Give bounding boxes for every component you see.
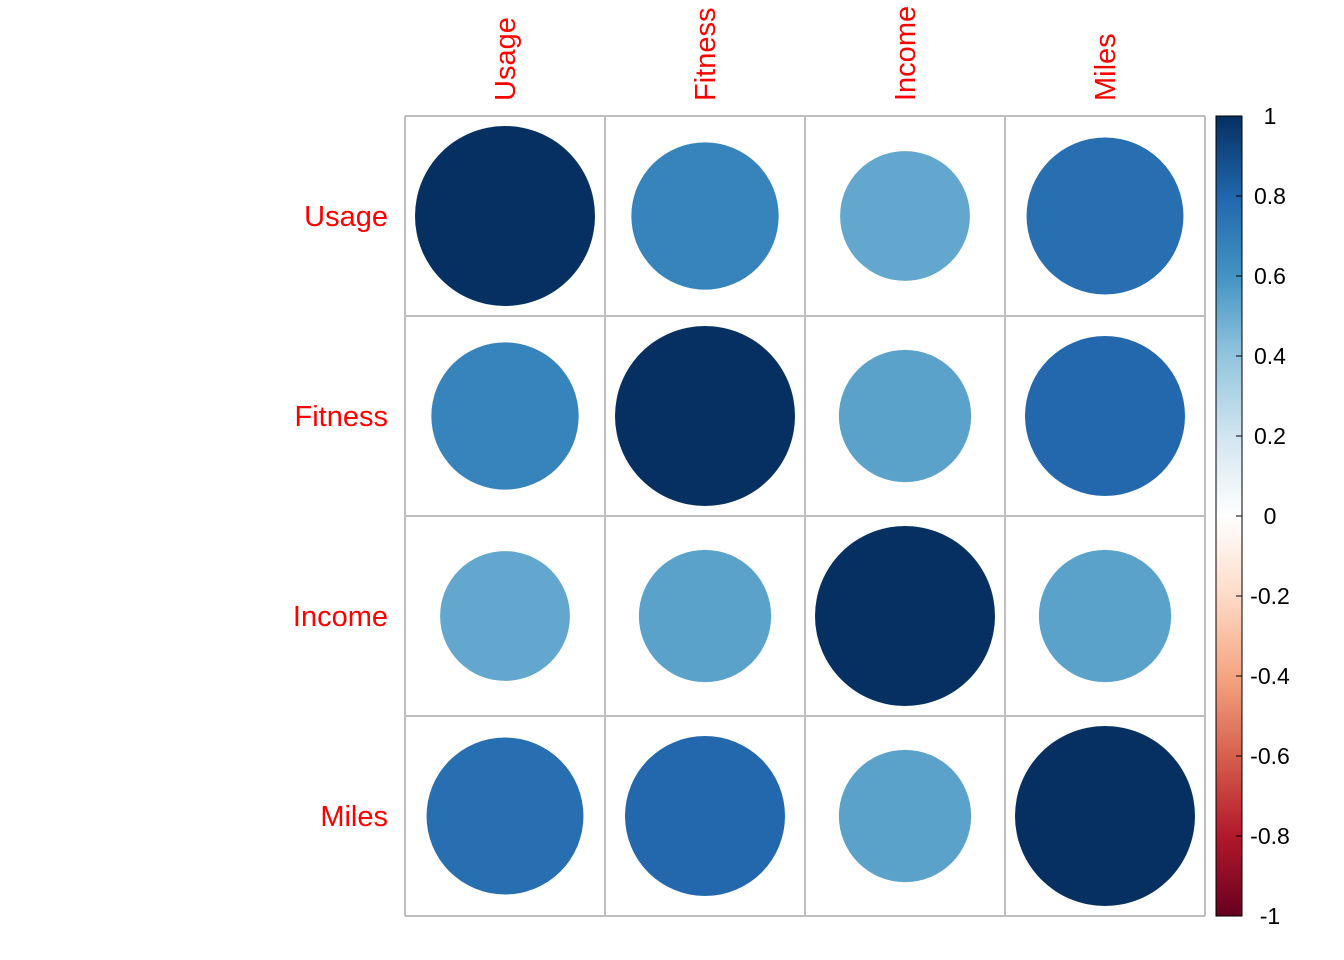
colorbar-tick-label: -1: [1260, 903, 1280, 929]
colorbar-tick-label: 0.2: [1254, 423, 1286, 449]
colorbar-tick-label: -0.2: [1250, 583, 1290, 609]
colorbar-tick-label: 0.8: [1254, 183, 1286, 209]
corr-circle-usage-income: [840, 151, 970, 281]
row-label-income: Income: [293, 601, 388, 633]
corr-circle-fitness-income: [838, 349, 972, 483]
row-label-miles: Miles: [320, 801, 388, 833]
plot-area: [415, 126, 1195, 906]
corr-circle-miles-income: [838, 749, 972, 883]
column-label-fitness: Fitness: [690, 8, 722, 101]
column-label-income: Income: [890, 6, 922, 101]
column-label-miles: Miles: [1090, 33, 1122, 101]
corr-circle-income-income: [815, 526, 995, 706]
colorbar-tick-label: 0.6: [1254, 263, 1286, 289]
color-legend: 1 0.8 0.6 0.4 0.2 0 -0.2 -0.4 -0.6 -0.8 -1: [1215, 103, 1290, 929]
row-label-usage: Usage: [304, 201, 388, 233]
column-labels: Usage Fitness Income Miles: [490, 6, 1122, 101]
corr-circle-fitness-usage: [431, 342, 579, 490]
corr-circle-fitness-miles: [1025, 336, 1185, 496]
column-label-usage: Usage: [490, 17, 522, 101]
colorbar-tick-label: -0.8: [1250, 823, 1290, 849]
corr-circle-miles-miles: [1015, 726, 1195, 906]
colorbar-tick-label: -0.4: [1250, 663, 1290, 689]
corr-circle-usage-fitness: [631, 142, 779, 290]
colorbar-tick-label: -0.6: [1250, 743, 1290, 769]
row-label-fitness: Fitness: [295, 401, 388, 433]
colorbar-tick-label: 1: [1264, 103, 1277, 129]
corr-circle-miles-usage: [426, 737, 584, 895]
corr-circle-miles-fitness: [625, 736, 785, 896]
colorbar-tick-label: 0.4: [1254, 343, 1286, 369]
corr-circle-income-usage: [440, 551, 570, 681]
colorbar-tick-label: 0: [1264, 503, 1277, 529]
corr-circle-income-miles: [1038, 549, 1172, 683]
corr-circle-usage-miles: [1026, 137, 1184, 295]
corr-circle-usage-usage: [415, 126, 595, 306]
corr-circle-income-fitness: [638, 549, 772, 683]
corr-circle-fitness-fitness: [615, 326, 795, 506]
grid: [404, 115, 1206, 917]
row-labels: Usage Fitness Income Miles: [293, 201, 388, 833]
